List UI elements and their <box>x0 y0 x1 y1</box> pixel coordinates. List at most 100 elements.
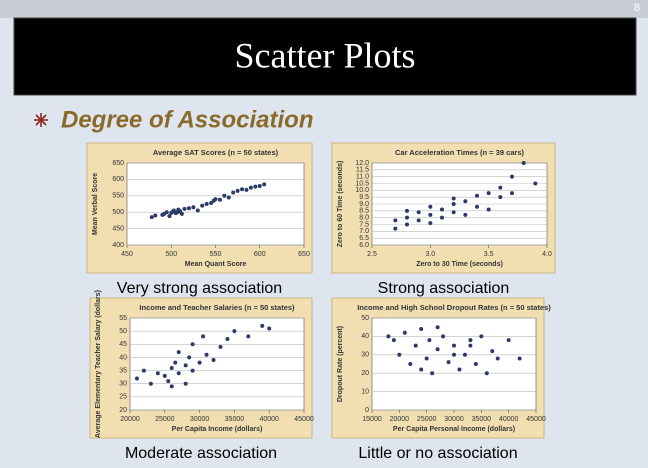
y-tick-label: 400 <box>112 242 124 249</box>
y-tick-label: 10.5 <box>355 180 369 187</box>
point <box>204 352 209 357</box>
point <box>405 208 409 213</box>
point <box>446 360 451 365</box>
y-tick-label: 50 <box>119 328 127 335</box>
x-tick-label: 500 <box>165 251 177 258</box>
point <box>200 203 205 208</box>
y-tick-label: 650 <box>112 160 124 167</box>
y-axis-label: Mean Verbal Score <box>92 173 99 235</box>
y-tick-label: 40 <box>119 354 127 361</box>
y-tick-label: 550 <box>112 193 124 200</box>
x-tick-label: 3.0 <box>425 251 435 258</box>
x-tick-label: 15000 <box>362 416 382 423</box>
point <box>475 193 479 198</box>
point <box>204 202 209 206</box>
bullet-icon <box>34 113 48 127</box>
point <box>419 327 424 332</box>
point <box>222 193 227 198</box>
bullet-text: Degree of Association <box>61 106 314 133</box>
point <box>405 222 409 227</box>
x-tick-label: 40000 <box>259 416 279 423</box>
top-strip <box>0 0 648 18</box>
x-tick-label: 20000 <box>390 416 410 423</box>
y-tick-label: 0 <box>365 407 369 414</box>
point <box>428 204 433 209</box>
point <box>225 337 230 342</box>
point <box>176 350 181 355</box>
point <box>201 334 206 339</box>
point <box>226 195 231 200</box>
x-tick-label: 45000 <box>294 416 314 423</box>
point <box>498 195 503 200</box>
point <box>416 210 421 215</box>
x-axis-label: Per Capita Income (dollars) <box>172 426 263 433</box>
caption: Little or no association <box>358 445 517 462</box>
point <box>391 338 396 343</box>
y-tick-label: 11.5 <box>356 167 369 174</box>
point <box>457 367 462 372</box>
y-tick-label: 10.0 <box>355 187 369 194</box>
chart-title: Income and High School Dropout Rates (n … <box>357 303 551 312</box>
y-axis-label: Average Elementary Teacher Salary (dolla… <box>95 290 102 438</box>
point <box>240 187 245 192</box>
point <box>149 215 154 220</box>
x-tick-label: 550 <box>210 251 222 258</box>
point <box>134 376 139 381</box>
point <box>244 187 249 192</box>
point <box>416 218 421 223</box>
point <box>510 191 514 196</box>
point <box>517 356 522 361</box>
y-tick-label: 30 <box>361 352 369 359</box>
point <box>211 358 216 363</box>
point <box>386 334 391 339</box>
point <box>393 226 398 231</box>
point <box>495 356 500 361</box>
point <box>468 343 473 348</box>
y-tick-label: 35 <box>119 367 127 374</box>
point <box>490 349 495 354</box>
y-tick-label: 20 <box>119 407 127 414</box>
plot-area <box>371 317 537 411</box>
point <box>510 174 514 179</box>
y-tick-label: 50 <box>361 315 369 322</box>
x-tick-label: 600 <box>254 251 266 258</box>
point <box>506 338 511 343</box>
point <box>173 360 178 365</box>
point <box>440 207 444 212</box>
x-tick-label: 45000 <box>526 416 546 423</box>
point <box>402 330 407 335</box>
point <box>169 384 174 389</box>
x-tick-label: 20000 <box>120 416 140 423</box>
y-tick-label: 9.5 <box>359 194 369 201</box>
point <box>419 367 424 372</box>
x-tick-label: 650 <box>298 251 310 258</box>
point <box>473 362 478 366</box>
point <box>246 334 251 339</box>
y-tick-label: 7.0 <box>359 228 369 235</box>
x-axis-label: Mean Quant Score <box>185 261 247 268</box>
point <box>430 371 435 376</box>
x-axis-label: Per Capita Personal Income (dollars) <box>393 426 515 433</box>
point <box>248 185 253 190</box>
page-number: 8 <box>634 2 640 14</box>
y-tick-label: 40 <box>361 333 369 340</box>
y-tick-label: 8.5 <box>359 208 369 215</box>
point <box>451 202 456 206</box>
point <box>428 212 433 217</box>
point <box>162 373 167 378</box>
point <box>462 352 467 357</box>
y-tick-label: 9.0 <box>359 201 369 208</box>
point <box>441 334 446 339</box>
x-tick-label: 450 <box>121 251 133 258</box>
point <box>452 352 456 357</box>
point <box>166 379 171 384</box>
point <box>405 215 409 220</box>
y-tick-label: 20 <box>361 370 369 377</box>
point <box>424 356 429 361</box>
point <box>257 183 262 188</box>
y-tick-label: 8.0 <box>359 215 369 222</box>
point <box>397 352 402 357</box>
point <box>435 325 440 330</box>
x-tick-label: 35000 <box>225 416 245 423</box>
point <box>427 338 432 343</box>
